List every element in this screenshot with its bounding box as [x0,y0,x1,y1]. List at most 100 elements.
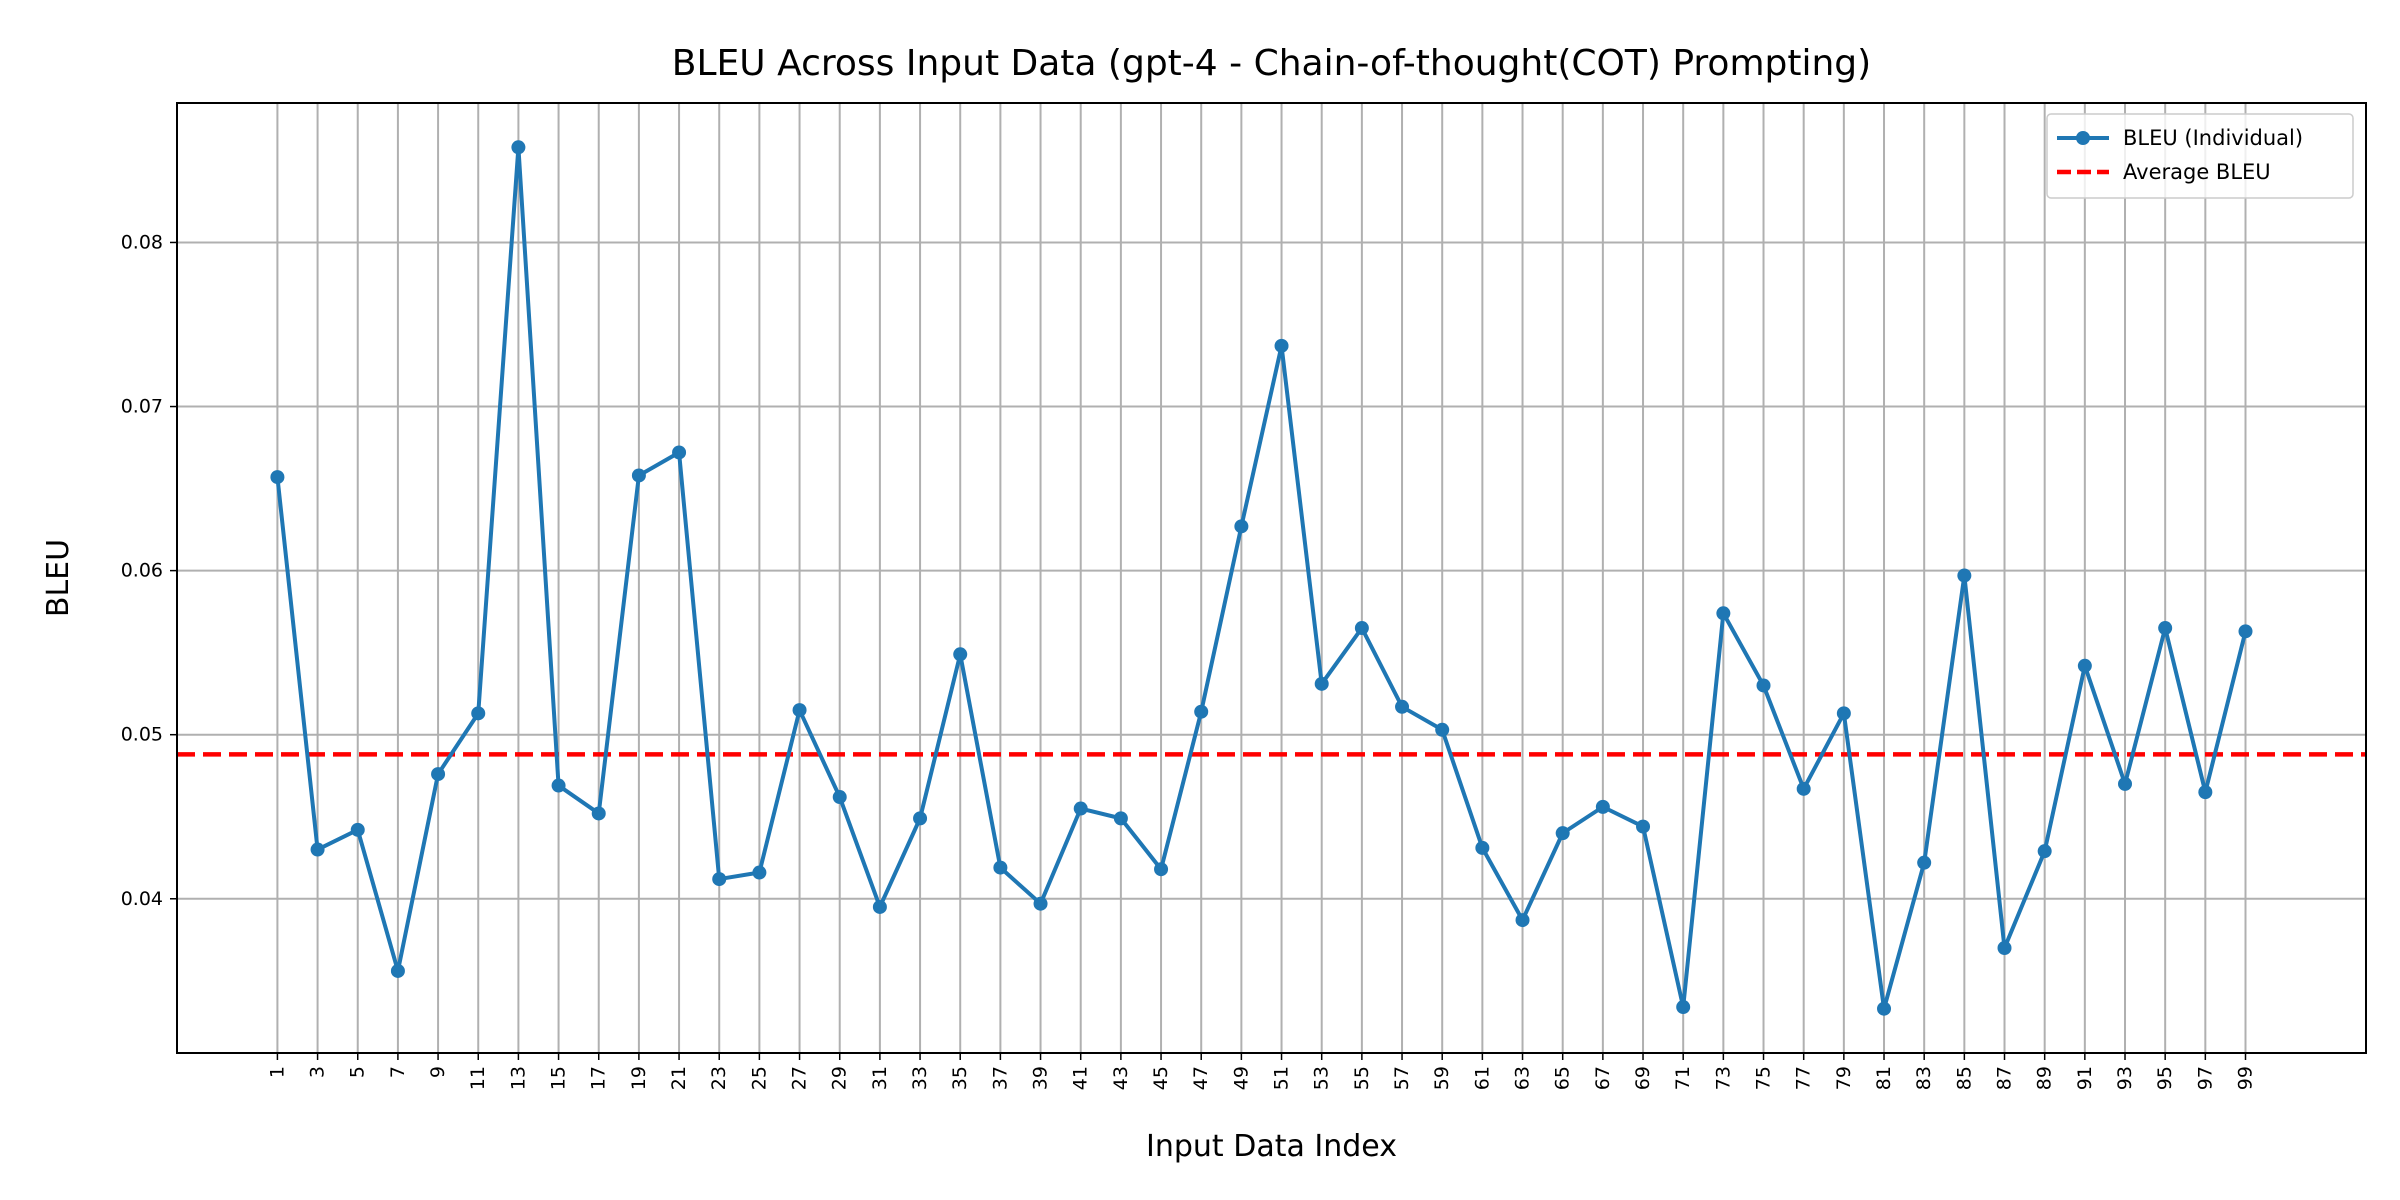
legend-label-average-bleu: Average BLEU [2123,160,2271,184]
x-tick-label: 51 [1271,1066,1293,1090]
x-tick-label: 63 [1512,1066,1534,1090]
bleu-data-point [591,806,606,821]
y-tick-label: 0.05 [121,724,163,746]
bleu-data-point [2238,624,2253,639]
x-tick-label: 27 [789,1066,811,1090]
bleu-data-point [1676,1000,1691,1015]
bleu-data-point [752,865,767,880]
x-tick-label: 1 [266,1066,288,1078]
x-tick-label: 35 [949,1066,971,1090]
x-tick-label: 81 [1873,1066,1895,1090]
x-tick-label: 65 [1552,1066,1574,1090]
bleu-data-point [1194,704,1209,719]
bleu-data-point [390,963,405,978]
x-tick-label: 79 [1833,1066,1855,1090]
bleu-data-point [1555,826,1570,841]
x-tick-label: 33 [909,1066,931,1090]
x-tick-label: 11 [467,1066,489,1090]
x-tick-label: 23 [708,1066,730,1090]
bleu-data-point [511,140,526,155]
x-tick-label: 15 [548,1066,570,1090]
bleu-data-point [631,468,646,483]
bleu-data-point [1395,699,1410,714]
bleu-data-point [1154,862,1169,877]
x-tick-label: 57 [1391,1066,1413,1090]
x-tick-label: 69 [1632,1066,1654,1090]
bleu-data-point [832,790,847,805]
bleu-data-point [270,470,285,485]
grid-lines [177,103,2366,1053]
bleu-data-point [551,778,566,793]
x-tick-label: 59 [1431,1066,1453,1090]
x-tick-label: 75 [1753,1066,1775,1090]
y-tick-label: 0.08 [121,231,163,253]
bleu-data-point [1756,678,1771,693]
x-tick-label: 3 [307,1066,329,1078]
y-axis-ticks: 0.04 0.05 0.06 0.07 0.08 [121,231,177,910]
bleu-data-point [1957,568,1972,583]
x-tick-label: 89 [2034,1066,2056,1090]
bleu-data-point [2077,658,2092,673]
x-tick-label: 43 [1110,1066,1132,1090]
bleu-data-point [1314,676,1329,691]
bleu-data-point [310,842,325,857]
x-tick-label: 13 [507,1066,529,1090]
bleu-data-point [872,899,887,914]
y-tick-label: 0.06 [121,560,163,582]
x-tick-label: 47 [1190,1066,1212,1090]
bleu-data-point [1354,621,1369,636]
bleu-data-point [953,647,968,662]
x-tick-label: 87 [1994,1066,2016,1090]
bleu-data-point [1716,606,1731,621]
x-tick-label: 31 [869,1066,891,1090]
bleu-data-point [712,872,727,887]
x-tick-label: 29 [829,1066,851,1090]
x-tick-label: 5 [347,1066,369,1078]
y-tick-label: 0.04 [121,888,163,910]
x-tick-label: 73 [1712,1066,1734,1090]
bleu-data-point [1595,799,1610,814]
x-tick-label: 99 [2235,1066,2257,1090]
x-tick-label: 39 [1030,1066,1052,1090]
bleu-data-point [1274,338,1289,353]
bleu-data-point [2198,785,2213,800]
x-tick-label: 25 [748,1066,770,1090]
y-tick-label: 0.07 [121,396,163,418]
x-tick-label: 45 [1150,1066,1172,1090]
y-axis-label: BLEU [41,539,76,617]
bleu-data-point [792,703,807,718]
bleu-data-point [1636,819,1651,834]
legend-box [2046,113,2354,199]
x-tick-label: 49 [1230,1066,1252,1090]
x-tick-label: 19 [628,1066,650,1090]
x-tick-label: 83 [1913,1066,1935,1090]
bleu-data-point [350,822,365,837]
x-axis-label: Input Data Index [1146,1129,1397,1164]
bleu-data-point [2037,844,2052,859]
x-tick-label: 85 [1953,1066,1975,1090]
bleu-data-point [672,445,687,460]
bleu-data-point [1073,801,1088,816]
x-tick-label: 93 [2114,1066,2136,1090]
bleu-data-point [2158,621,2173,636]
bleu-data-point [431,767,446,782]
bleu-data-point [1234,519,1249,534]
bleu-data-point [2118,776,2133,791]
bleu-data-point [1113,811,1128,826]
x-tick-label: 91 [2074,1066,2096,1090]
x-tick-label: 95 [2154,1066,2176,1090]
bleu-data-point [913,811,928,826]
x-tick-label: 21 [668,1066,690,1090]
x-tick-label: 97 [2194,1066,2216,1090]
legend: BLEU (Individual) Average BLEU [2046,113,2354,199]
x-tick-label: 67 [1592,1066,1614,1090]
chart-title: BLEU Across Input Data (gpt-4 - Chain-of… [672,43,1871,84]
x-tick-label: 55 [1351,1066,1373,1090]
legend-marker-bleu-individual [2076,131,2090,145]
bleu-data-point [1877,1001,1892,1016]
x-axis-ticks: 1 3 5 7 9 11 13 15 17 19 21 23 25 27 29 31 33 35 37 39 41 43 4… [266,1053,2257,1090]
bleu-data-point [1997,940,2012,955]
